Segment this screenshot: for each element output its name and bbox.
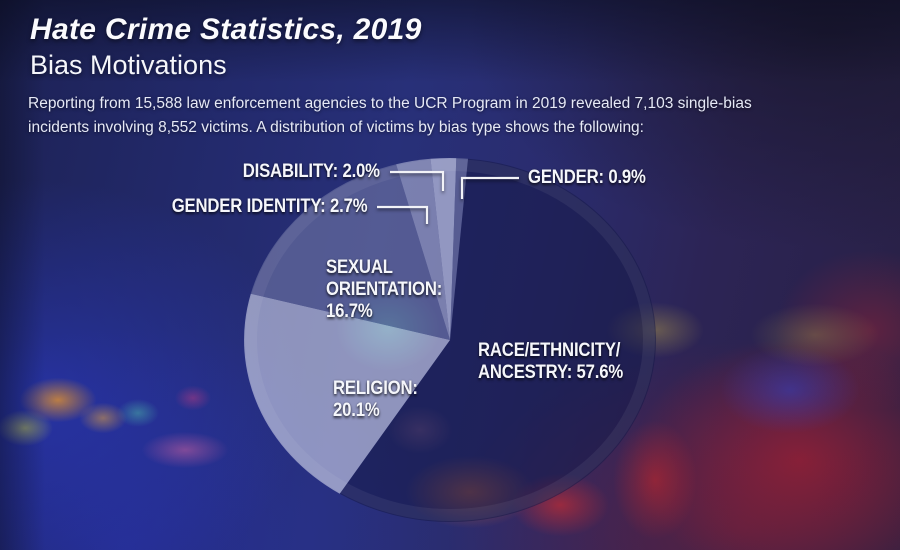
pie-slice-gender-identity xyxy=(396,158,450,340)
pie-slice-sexual-orientation xyxy=(250,164,450,340)
pie-slice-disability xyxy=(430,158,457,340)
slice-label-gender: GENDER: 0.9% xyxy=(528,167,646,188)
pie-rim-highlight xyxy=(245,159,655,521)
page-title: Hate Crime Statistics, 2019 xyxy=(30,13,422,46)
description: Reporting from 15,588 law enforcement ag… xyxy=(28,92,752,139)
slice-label-disability: DISABILITY: 2.0% xyxy=(242,161,380,182)
pie-slice-race-ethnicity-ancestry xyxy=(339,158,657,523)
pie-slice-religion xyxy=(244,293,450,494)
leader-line-disability xyxy=(390,170,445,191)
slice-label-religion: RELIGION: 20.1% xyxy=(333,378,418,421)
slice-label-sexual-orientation: SEXUAL ORIENTATION: 16.7% xyxy=(326,257,443,322)
description-line-1: Reporting from 15,588 law enforcement ag… xyxy=(28,95,752,112)
pie-slices xyxy=(244,158,657,523)
page-subtitle: Bias Motivations xyxy=(30,50,227,80)
slice-label-gender-identity: GENDER IDENTITY: 2.7% xyxy=(171,196,367,217)
leader-line-gender xyxy=(460,176,519,199)
pie-slice-gender xyxy=(450,158,468,340)
description-line-2: incidents involving 8,552 victims. A dis… xyxy=(28,118,644,136)
leader-line-gender-identity xyxy=(377,205,429,224)
slice-label-race-ethnicity-ancestry: RACE/ETHNICITY/ ANCESTRY: 57.6% xyxy=(478,340,624,383)
